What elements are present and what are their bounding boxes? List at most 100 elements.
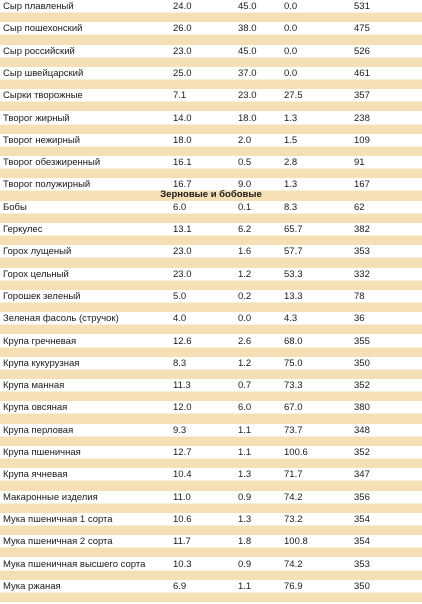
- carbs-cell: 74.2: [284, 491, 303, 503]
- table-row: Творог обезжиренный 16.1 0.5 2.8 91: [0, 156, 422, 179]
- fat-cell: 1.3: [238, 469, 252, 481]
- table-row: Сыр плавленый 24.0 45.0 0.0 531: [0, 0, 422, 23]
- table-row: Крупа пшеничная 12.7 1.1 100.6 352: [0, 446, 422, 469]
- protein-cell: 24.0: [173, 1, 192, 12]
- table-row: Крупа манная 11.3 0.7 73.3 352: [0, 379, 422, 402]
- product-name-cell: Горох лущеный: [3, 246, 72, 258]
- fat-cell: 23.0: [238, 90, 257, 102]
- product-name-cell: Крупа пшеничная: [3, 447, 81, 458]
- protein-cell: 14.0: [173, 112, 192, 124]
- carbs-cell: 0.0: [284, 23, 298, 35]
- product-name-cell: Макаронные изделия: [3, 491, 98, 503]
- carbs-cell: 65.7: [284, 224, 303, 235]
- carbs-cell: 100.8: [284, 536, 308, 548]
- table-row: Зеленая фасоль (стручок) 4.0 0.0 4.3 36: [0, 312, 422, 335]
- product-name-cell: Горошек зеленый: [3, 290, 81, 302]
- table-row: Макаронные изделия 11.0 0.9 74.2 356: [0, 490, 422, 513]
- carbs-cell: 1.3: [284, 112, 298, 124]
- product-name-cell: Мука пшеничная 2 сорта: [3, 536, 113, 548]
- product-name-cell: Бобы: [3, 201, 27, 213]
- fat-cell: 0.9: [238, 491, 252, 503]
- product-name-cell: Мука пшеничная высшего сорта: [3, 558, 146, 570]
- carbs-cell: 0.0: [284, 67, 298, 79]
- product-name-cell: Сыр плавленый: [3, 1, 74, 12]
- product-name-cell: Сыр швейцарский: [3, 67, 84, 79]
- protein-cell: 11.7: [173, 536, 191, 548]
- fat-cell: 0.7: [238, 380, 252, 392]
- protein-cell: 11.3: [173, 380, 191, 392]
- fat-cell: 2.0: [238, 134, 252, 146]
- kcal-cell: 91: [354, 157, 365, 169]
- kcal-cell: 380: [354, 402, 370, 414]
- fat-cell: 1.2: [238, 268, 252, 280]
- protein-cell: 10.4: [173, 469, 192, 481]
- table-row: Мука пшеничная высшего сорта 10.3 0.9 74.2 3…: [0, 557, 422, 580]
- fat-cell: 1.1: [238, 580, 252, 592]
- kcal-cell: 353: [354, 246, 370, 258]
- fat-cell: 2.6: [238, 335, 252, 347]
- carbs-cell: 27.5: [284, 90, 303, 102]
- carbs-cell: 67.0: [284, 402, 303, 414]
- product-name-cell: Крупа ячневая: [3, 469, 68, 481]
- kcal-cell: 357: [354, 90, 370, 102]
- product-name-cell: Сырки творожные: [3, 90, 83, 102]
- protein-cell: 6.0: [173, 201, 187, 213]
- carbs-cell: 2.8: [284, 157, 298, 169]
- fat-cell: 18.0: [238, 112, 257, 124]
- kcal-cell: 475: [354, 23, 370, 35]
- product-name-cell: Творог обезжиренный: [3, 157, 101, 169]
- fat-cell: 9.0: [238, 179, 252, 191]
- fat-cell: 0.0: [238, 313, 252, 325]
- carbs-cell: 8.3: [284, 201, 298, 213]
- carbs-cell: 76.9: [284, 580, 303, 592]
- kcal-cell: 350: [354, 580, 370, 592]
- protein-cell: 5.0: [173, 290, 187, 302]
- product-name-cell: Геркулес: [3, 224, 43, 235]
- protein-cell: 25.0: [173, 67, 192, 79]
- protein-cell: 10.3: [173, 558, 192, 570]
- table-row: Геркулес 13.1 6.2 65.7 382: [0, 223, 422, 246]
- fat-cell: 1.6: [238, 246, 252, 258]
- fat-cell: 1.3: [238, 513, 252, 525]
- fat-cell: 1.1: [238, 447, 252, 458]
- carbs-cell: 73.7: [284, 424, 303, 436]
- protein-cell: 13.1: [173, 224, 192, 235]
- table-row: Сыр российский 23.0 45.0 0.0 526: [0, 44, 422, 67]
- kcal-cell: 352: [354, 380, 370, 392]
- table-row: Горох цельный 23.0 1.2 53.3 332: [0, 267, 422, 290]
- fat-cell: 1.1: [238, 424, 252, 436]
- protein-cell: 12.6: [173, 335, 192, 347]
- table-row: Крупа кукурузная 8.3 1.2 75.0 350: [0, 356, 422, 380]
- protein-cell: 26.0: [173, 23, 192, 35]
- fat-cell: 45.0: [238, 45, 257, 57]
- kcal-cell: 78: [354, 290, 365, 302]
- protein-cell: 10.6: [173, 513, 192, 525]
- fat-cell: 1.8: [238, 536, 252, 548]
- kcal-cell: 62: [354, 201, 365, 213]
- carbs-cell: 13.3: [284, 290, 303, 302]
- product-name-cell: Крупа овсяная: [3, 402, 68, 414]
- product-name-cell: Творог полужирный: [3, 179, 91, 191]
- kcal-cell: 354: [354, 513, 370, 525]
- table-row: Сырки творожные 7.1 23.0 27.5 357: [0, 89, 422, 112]
- kcal-cell: 356: [354, 491, 370, 503]
- table-row: Крупа ячневая 10.4 1.3 71.7 347: [0, 468, 422, 491]
- carbs-cell: 73.3: [284, 380, 303, 392]
- kcal-cell: 348: [354, 424, 370, 436]
- carbs-cell: 53.3: [284, 268, 303, 280]
- product-name-cell: Крупа перловая: [3, 424, 74, 436]
- section-heading: Зерновые и бобовые: [160, 189, 262, 200]
- table-row: Мука ржаная 6.9 1.1 76.9 350: [0, 579, 422, 603]
- product-name-cell: Зеленая фасоль (стручок): [3, 313, 119, 325]
- carbs-cell: 68.0: [284, 335, 303, 347]
- fat-cell: 0.5: [238, 157, 252, 169]
- protein-cell: 6.9: [173, 580, 187, 592]
- kcal-cell: 167: [354, 179, 370, 191]
- fat-cell: 38.0: [238, 23, 257, 35]
- protein-cell: 23.0: [173, 246, 192, 258]
- fat-cell: 0.1: [238, 201, 252, 213]
- protein-cell: 23.0: [173, 45, 192, 57]
- table-row: Творог нежирный 18.0 2.0 1.5 109: [0, 133, 422, 157]
- fat-cell: 1.2: [238, 357, 252, 369]
